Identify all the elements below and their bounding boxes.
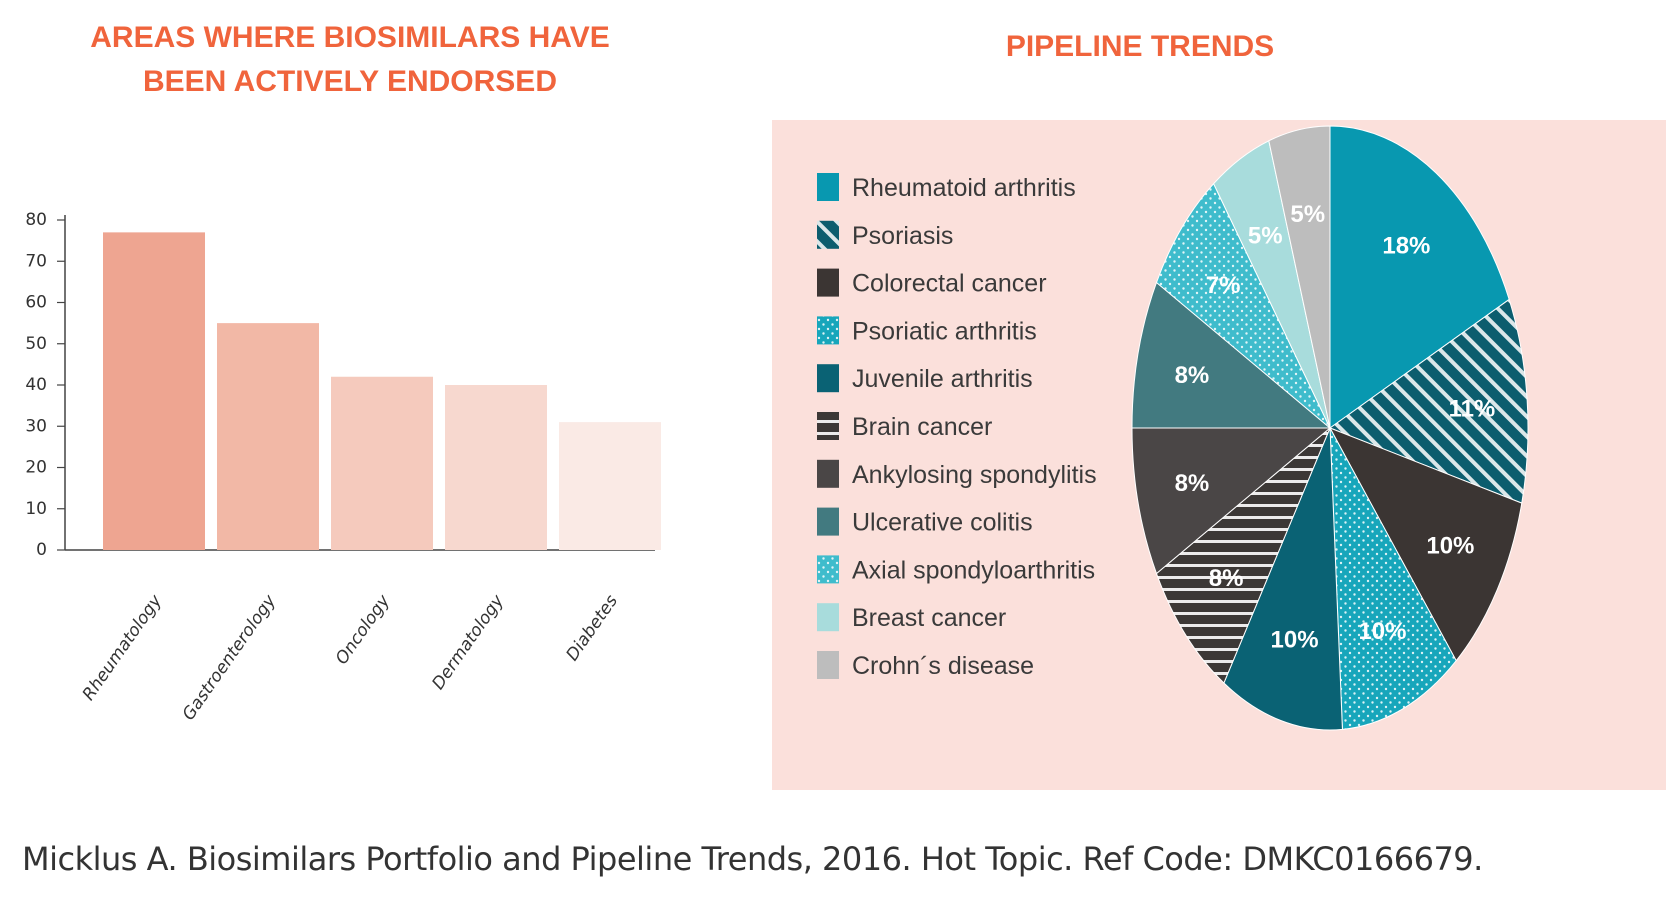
slice-value-label: 8% xyxy=(1175,362,1210,389)
slice-value-label: 10% xyxy=(1271,627,1319,654)
y-tick-label: 30 xyxy=(25,416,47,436)
slice-value-label: 10% xyxy=(1358,618,1406,645)
y-tick-label: 40 xyxy=(25,375,47,395)
y-tick-label: 0 xyxy=(36,540,47,560)
pie-slice-crohn-s-disease xyxy=(1268,125,1331,429)
bar-rheumatology xyxy=(103,232,205,550)
legend-swatch-crohn-s-disease xyxy=(817,651,839,679)
legend-swatch-breast-cancer xyxy=(817,603,839,632)
legend-label-axial-spondyloarthritis: Axial spondyloarthritis xyxy=(852,556,1095,584)
bar-oncology xyxy=(331,376,433,550)
legend-label-juvenile-arthritis: Juvenile arthritis xyxy=(852,365,1033,393)
slice-value-label: 10% xyxy=(1426,533,1474,560)
pie-slice-ankylosing-spondylitis xyxy=(1131,427,1332,575)
legend-label-ulcerative-colitis: Ulcerative colitis xyxy=(852,509,1033,537)
bar-diabetes xyxy=(559,422,661,550)
category-label: Gastroenterology xyxy=(179,591,281,720)
legend-swatch-ulcerative-colitis xyxy=(817,507,839,536)
citation: Micklus A. Biosimilars Portfolio and Pip… xyxy=(22,840,1483,878)
category-label: Diabetes xyxy=(562,591,622,664)
slice-value-label: 8% xyxy=(1175,470,1210,497)
legend-label-breast-cancer: Breast cancer xyxy=(852,604,1006,632)
pie-chart-title: PIPELINE TRENDS xyxy=(1005,30,1275,63)
legend-swatch-rheumatoid-arthritis xyxy=(817,173,839,201)
pie-slice-ulcerative-colitis xyxy=(1131,281,1332,429)
pie-chart: 18% 11% 10% 10% 10% 8% 8% 8% 7% 5% 5% Rheumatoid ar… xyxy=(817,125,1529,731)
legend-swatch-juvenile-arthritis xyxy=(817,364,839,393)
bar-chart: 0 10 20 30 40 50 60 70 80 Rheumatology Gastroenter… xyxy=(25,210,661,720)
slice-value-label: 18% xyxy=(1382,232,1430,259)
pie-slice-psoriatic-arthritis xyxy=(1329,427,1457,730)
legend-swatch-ankylosing-spondylitis xyxy=(817,459,839,488)
legend-label-psoriatic-arthritis: Psoriatic arthritis xyxy=(852,317,1037,345)
y-tick-label: 20 xyxy=(25,458,47,478)
pie-slice-rheumatoid-arthritis xyxy=(1329,125,1510,429)
slice-value-label: 5% xyxy=(1290,201,1325,228)
pie-slice-axial-spondyloarthritis xyxy=(1155,182,1331,429)
y-tick-label: 80 xyxy=(25,210,47,230)
category-label: Rheumatology xyxy=(79,591,167,705)
pie-chart-panel: 18% 11% 10% 10% 10% 8% 8% 8% 7% 5% 5% Rheumatoid ar… xyxy=(772,120,1666,790)
slice-value-label: 5% xyxy=(1248,222,1283,249)
y-tick-label: 60 xyxy=(25,293,47,313)
slice-value-label: 7% xyxy=(1206,272,1241,299)
pie-slice-colorectal-cancer xyxy=(1328,427,1523,662)
y-tick-label: 70 xyxy=(25,251,47,271)
bar-gastroenterology xyxy=(217,323,319,550)
y-tick-label: 10 xyxy=(25,499,47,519)
legend-swatch-colorectal-cancer xyxy=(817,268,839,297)
legend-swatch-brain-cancer xyxy=(817,412,839,440)
slice-value-label: 11% xyxy=(1449,396,1496,423)
pie-slice-juvenile-arthritis xyxy=(1223,427,1343,731)
legend-label-colorectal-cancer: Colorectal cancer xyxy=(852,270,1047,298)
legend-label-brain-cancer: Brain cancer xyxy=(852,413,992,441)
bar-title-line1: AREAS WHERE BIOSIMILARS HAVE xyxy=(90,21,610,54)
slice-value-label: 8% xyxy=(1209,565,1244,592)
bar-title-line2: BEEN ACTIVELY ENDORSED xyxy=(143,65,557,98)
y-tick-label: 50 xyxy=(25,334,47,354)
pie-slice-brain-cancer xyxy=(1155,427,1331,684)
legend-swatch-psoriasis xyxy=(817,220,839,249)
legend-label-ankylosing-spondylitis: Ankylosing spondylitis xyxy=(852,461,1097,489)
pie-slice-psoriasis xyxy=(1328,298,1529,504)
legend-label-psoriasis: Psoriasis xyxy=(852,222,953,250)
legend-label-crohn-s-disease: Crohn´s disease xyxy=(852,652,1034,680)
category-label: Oncology xyxy=(332,591,395,669)
category-label: Dermatology xyxy=(428,591,508,694)
legend-label-rheumatoid-arthritis: Rheumatoid arthritis xyxy=(852,174,1076,202)
bar-chart-title: AREAS WHERE BIOSIMILARS HAVE BEEN ACTIVE… xyxy=(40,16,660,104)
legend-swatch-psoriatic-arthritis xyxy=(817,316,839,345)
legend-swatch-axial-spondyloarthritis xyxy=(817,555,839,584)
bar-dermatology xyxy=(445,385,547,550)
